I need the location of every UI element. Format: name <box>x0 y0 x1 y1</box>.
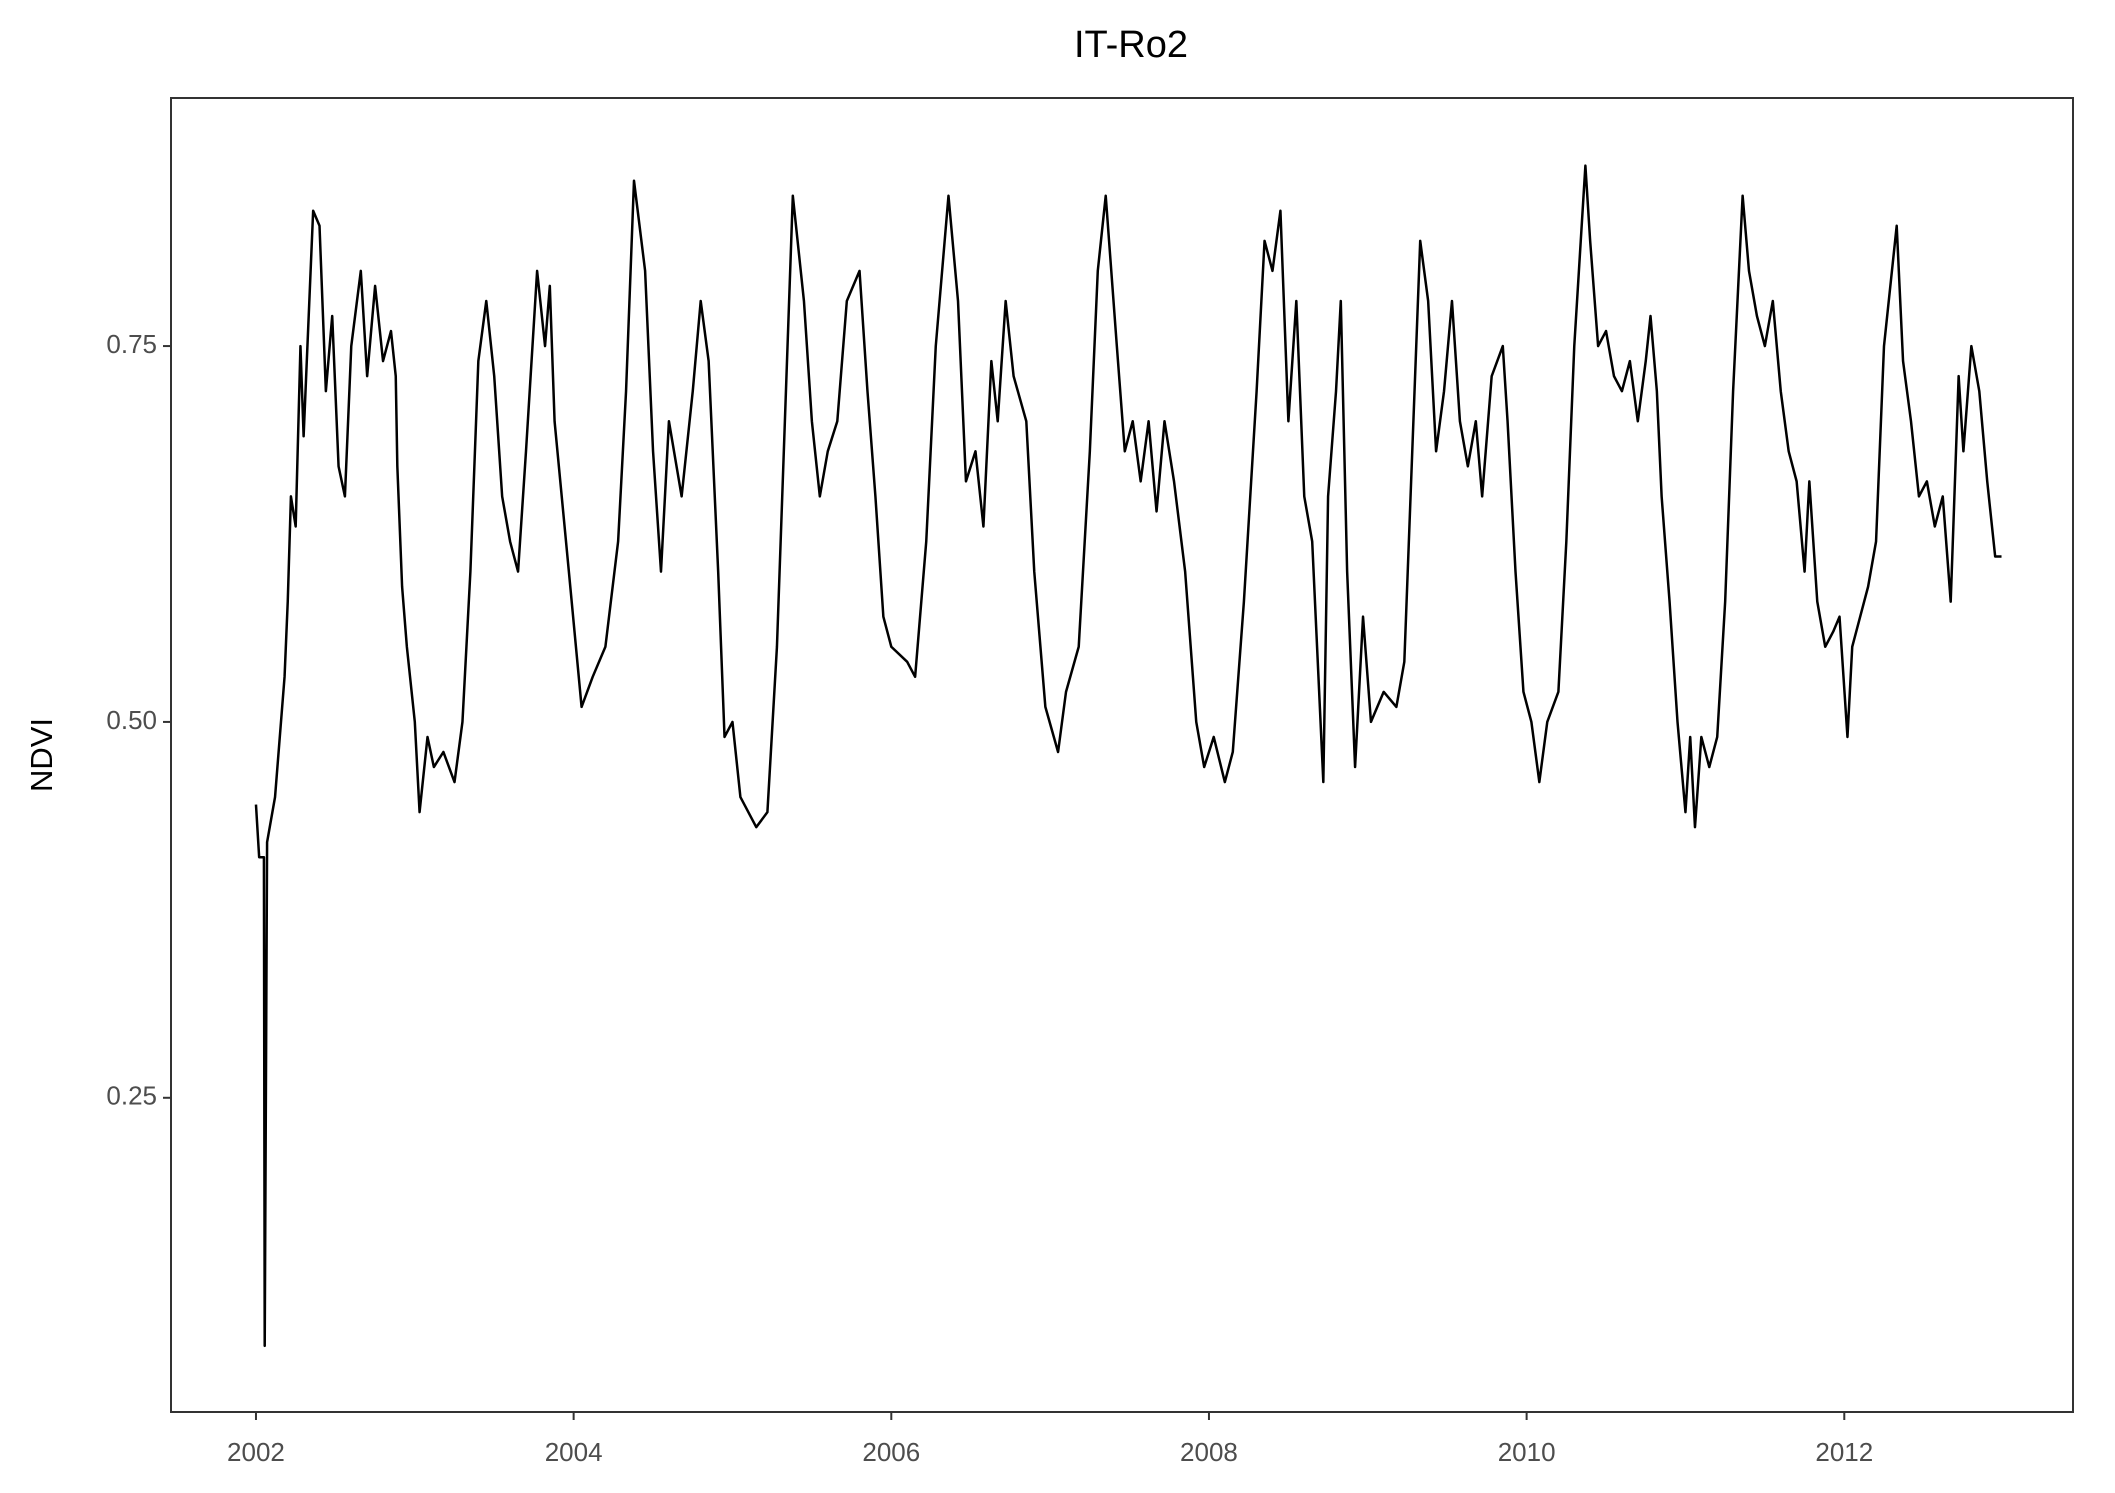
y-tick-label: 0.25 <box>106 1081 157 1111</box>
x-tick-label: 2004 <box>545 1437 603 1467</box>
x-tick-label: 2012 <box>1815 1437 1873 1467</box>
x-tick-label: 2008 <box>1180 1437 1238 1467</box>
x-tick-label: 2002 <box>227 1437 285 1467</box>
y-tick-label: 0.50 <box>106 705 157 735</box>
y-axis-label: NDVI <box>24 718 59 792</box>
panel-border <box>170 97 2074 1413</box>
x-tick-label: 2010 <box>1498 1437 1556 1467</box>
x-tick-label: 2006 <box>862 1437 920 1467</box>
y-tick-label: 0.75 <box>106 329 157 359</box>
ndvi-line <box>254 164 2002 1348</box>
chart-title: IT-Ro2 <box>1074 24 1188 66</box>
